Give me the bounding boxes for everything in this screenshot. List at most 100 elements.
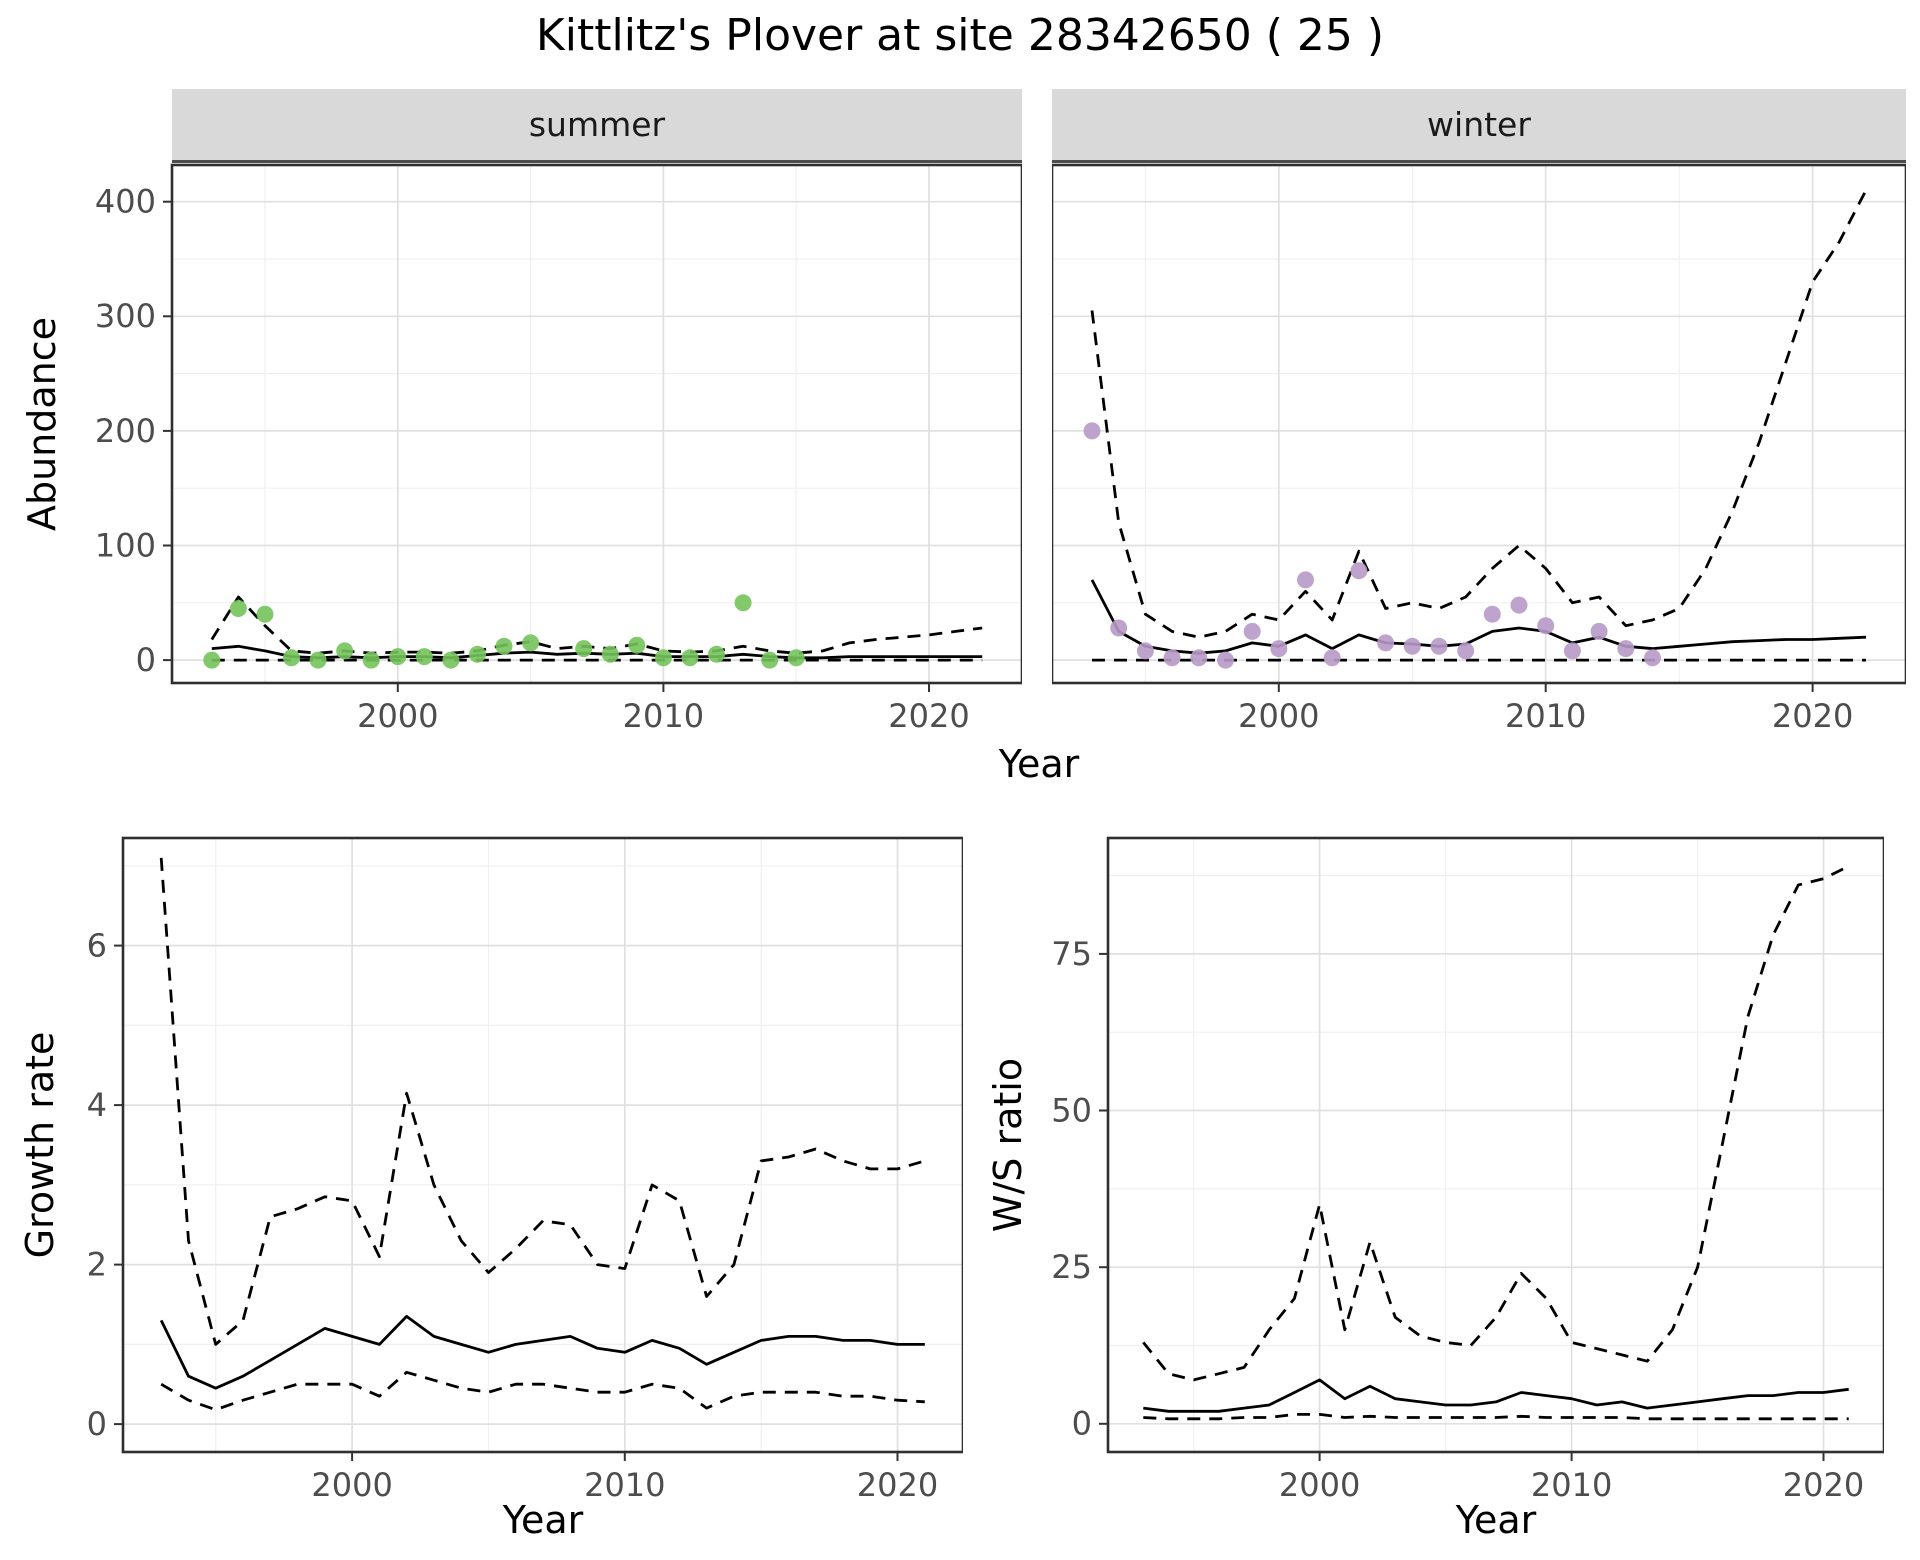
y-tick-label: 200 <box>95 412 156 450</box>
upper-95ci-line <box>210 595 983 655</box>
median-line <box>159 1314 925 1390</box>
data-point <box>522 634 540 652</box>
facet-strip-summer-label: summer <box>528 105 666 144</box>
data-point <box>1483 605 1501 623</box>
data-point <box>654 649 672 667</box>
y-tick-label: 6 <box>87 926 107 964</box>
y-tick-label: 0 <box>87 1405 107 1443</box>
data-point <box>495 637 513 655</box>
panel-growth-rate: 2000 2010 2020 0 2 4 6 <box>87 836 963 1504</box>
x-tick-label: 2020 <box>888 697 969 735</box>
x-axis-title-year-ws: Year <box>1455 1498 1537 1542</box>
x-tick-label: 2010 <box>1505 697 1586 735</box>
data-point <box>681 649 699 667</box>
lower-95ci-line <box>1143 1413 1849 1421</box>
y-tick-label: 300 <box>95 297 156 335</box>
facet-strip-summer: summer <box>172 89 1022 163</box>
x-tick-label: 2020 <box>1783 1466 1864 1504</box>
data-point <box>1590 622 1608 640</box>
y-tick-label: 0 <box>136 641 156 679</box>
data-point <box>203 651 221 669</box>
page-title: Kittlitz's Plover at site 28342650 ( 25 … <box>535 10 1385 61</box>
facet-strip-winter: winter <box>1052 89 1906 163</box>
y-tick-label: 0 <box>1072 1405 1092 1443</box>
median-line <box>1143 1378 1849 1413</box>
data-point <box>1243 622 1261 640</box>
data-point <box>1270 640 1288 658</box>
data-point <box>336 642 354 660</box>
panel-border <box>1106 836 1884 1454</box>
panel-ws-ratio: 2000 2010 2020 0 25 50 75 <box>1051 836 1884 1504</box>
panel-border <box>170 163 1022 685</box>
x-tick-label: 2010 <box>584 1466 665 1504</box>
panel-background <box>1052 165 1906 683</box>
panel-abundance-summer: 2000 2010 2020 0 100 200 300 400 <box>95 163 1022 735</box>
data-point <box>1083 422 1101 440</box>
data-point <box>1430 637 1448 655</box>
data-point <box>1644 649 1661 667</box>
panel-background <box>172 165 1022 683</box>
data-point <box>708 645 725 663</box>
data-point <box>1163 649 1181 667</box>
panel-background <box>123 838 963 1452</box>
y-tick-label: 4 <box>87 1086 107 1124</box>
panel-background <box>1108 838 1884 1452</box>
facet-strip-winter-label: winter <box>1427 105 1531 144</box>
y-tick-label: 50 <box>1051 1091 1092 1129</box>
data-point <box>1537 617 1555 635</box>
data-point <box>469 645 486 663</box>
data-point <box>1110 619 1128 637</box>
data-point <box>734 594 752 612</box>
y-axis-title-abundance: Abundance <box>20 316 64 532</box>
x-tick-label: 2020 <box>1772 697 1853 735</box>
data-point <box>1617 640 1635 658</box>
panel-border <box>121 836 963 1454</box>
data-point <box>415 648 433 666</box>
data-point <box>1350 562 1368 580</box>
data-point <box>389 648 407 666</box>
x-tick-label: 2000 <box>1238 697 1319 735</box>
upper-95ci-line <box>1142 864 1850 1382</box>
x-axis-title-year-top: Year <box>998 742 1080 786</box>
y-tick-label: 2 <box>87 1245 107 1283</box>
x-tick-label: 2000 <box>1279 1466 1360 1504</box>
lower-95ci-line <box>160 1370 925 1412</box>
data-point <box>256 605 274 623</box>
x-tick-label: 2000 <box>311 1466 392 1504</box>
data-point <box>1297 571 1314 589</box>
y-tick-label: 400 <box>95 183 156 221</box>
data-point <box>601 645 619 663</box>
data-point <box>1563 642 1581 660</box>
y-tick-label: 75 <box>1051 935 1092 973</box>
data-point <box>575 640 593 658</box>
data-point <box>283 649 300 667</box>
data-point <box>1510 596 1528 614</box>
panel-border <box>1052 163 1906 685</box>
x-tick-label: 2000 <box>357 697 438 735</box>
data-point <box>309 651 327 669</box>
data-point <box>1190 649 1208 667</box>
upper-95ci-line <box>1090 189 1868 639</box>
y-tick-label: 100 <box>95 526 156 564</box>
data-point <box>229 600 247 617</box>
median-line <box>1090 579 1867 655</box>
data-point <box>362 651 380 669</box>
x-tick-label: 2010 <box>623 697 704 735</box>
panel-abundance-winter: 2000 2010 2020 <box>1052 163 1906 735</box>
x-tick-label: 2020 <box>857 1466 938 1504</box>
data-point <box>1377 634 1395 652</box>
data-point <box>1457 642 1475 660</box>
data-point <box>1403 637 1421 655</box>
x-tick-label: 2010 <box>1531 1466 1612 1504</box>
y-axis-title-ws-ratio: W/S ratio <box>986 1057 1030 1233</box>
data-point <box>1323 649 1341 667</box>
data-point <box>787 649 805 667</box>
data-point <box>1217 651 1234 669</box>
data-point <box>442 651 460 669</box>
y-tick-label: 25 <box>1051 1248 1092 1286</box>
data-point <box>761 651 779 669</box>
data-point <box>1136 642 1154 660</box>
x-axis-title-year-growth: Year <box>502 1498 584 1542</box>
data-point <box>628 636 646 654</box>
